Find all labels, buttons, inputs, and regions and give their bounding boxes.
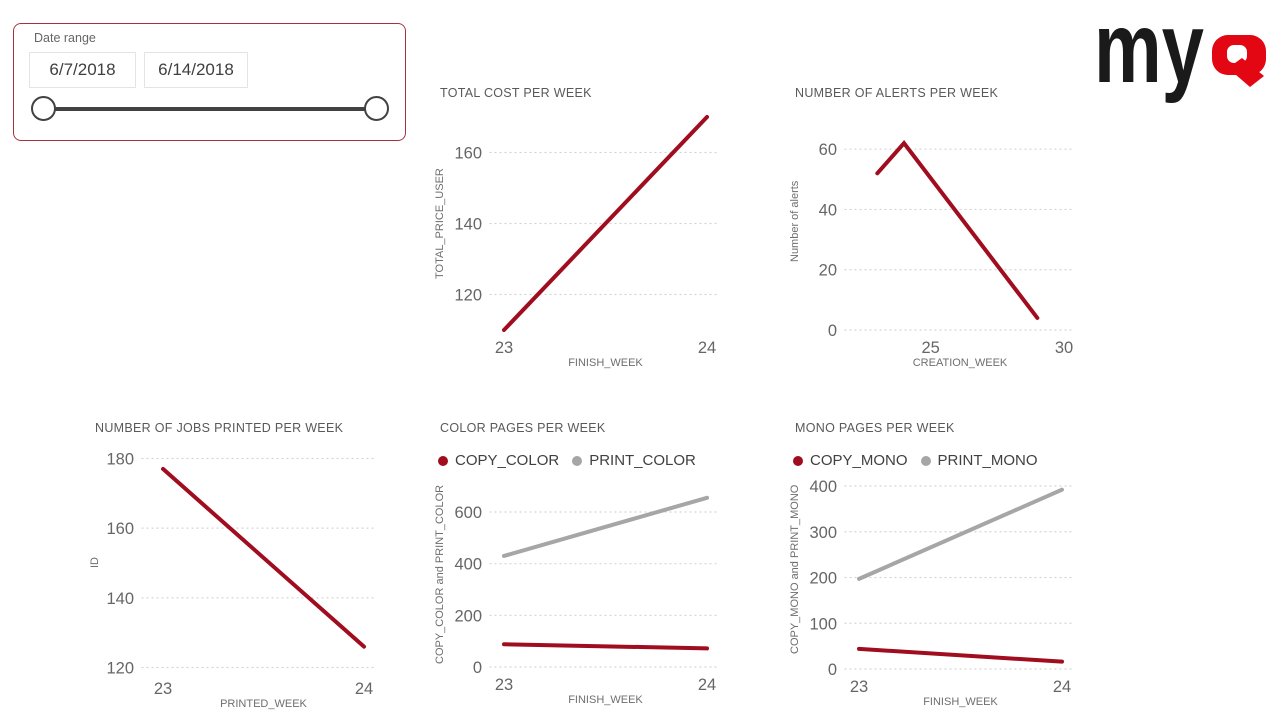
date-range-slider-track[interactable] — [44, 107, 377, 111]
y-tick-label: 0 — [828, 322, 837, 340]
y-tick-label: 600 — [454, 504, 482, 522]
chart-plot[interactable]: 120 140 160 180 23 24 — [85, 415, 385, 715]
x-axis-title: PRINTED_WEEK — [220, 698, 307, 710]
chart-jobs-printed[interactable]: NUMBER OF JOBS PRINTED PER WEEK ID 120 14… — [85, 415, 385, 715]
date-range-label: Date range — [34, 31, 96, 45]
x-axis-title: FINISH_WEEK — [568, 694, 643, 706]
legend-label: COPY_COLOR — [455, 452, 560, 469]
legend-item-copy-color[interactable]: COPY_COLOR — [438, 452, 559, 469]
chart-title: MONO PAGES PER WEEK — [795, 421, 955, 435]
legend-dot-icon — [793, 455, 803, 466]
series-line-PRINT_MONO[interactable] — [857, 487, 1064, 581]
chart-title: TOTAL COST PER WEEK — [440, 86, 592, 100]
legend-label: PRINT_COLOR — [589, 452, 696, 469]
x-axis-title: FINISH_WEEK — [568, 357, 643, 369]
logo-text-my: my — [1094, 0, 1204, 104]
chart-plot[interactable]: 0 20 40 60 25 30 — [785, 80, 1085, 380]
x-axis-title: FINISH_WEEK — [923, 696, 998, 708]
chart-title: NUMBER OF JOBS PRINTED PER WEEK — [95, 421, 344, 435]
x-tick-label: 24 — [698, 676, 716, 694]
legend-item-print-color[interactable]: PRINT_COLOR — [572, 452, 696, 469]
x-tick-label: 24 — [355, 680, 373, 698]
chart-legend: COPY_COLOR PRINT_COLOR — [438, 452, 696, 469]
date-range-slider-handle-start[interactable] — [31, 96, 56, 121]
legend-dot-icon — [572, 455, 583, 466]
x-tick-label: 23 — [495, 676, 513, 694]
x-tick-label: 25 — [921, 339, 939, 357]
y-tick-label: 0 — [828, 661, 837, 679]
y-tick-label: 60 — [819, 141, 837, 159]
series-line-PRINT_COLOR[interactable] — [502, 495, 709, 558]
start-date-input[interactable] — [29, 52, 136, 88]
date-range-slider-handle-end[interactable] — [364, 96, 389, 121]
chart-color-pages[interactable]: COLOR PAGES PER WEEK COPY_COLOR PRINT_CO… — [430, 415, 730, 715]
legend-item-print-mono[interactable]: PRINT_MONO — [920, 452, 1038, 469]
x-tick-label: 30 — [1055, 339, 1073, 357]
chart-alerts[interactable]: NUMBER OF ALERTS PER WEEK Number of aler… — [785, 80, 1085, 380]
legend-label: COPY_MONO — [810, 452, 908, 469]
chart-total-cost[interactable]: TOTAL COST PER WEEK TOTAL_PRICE_USER 120… — [430, 80, 730, 380]
y-tick-label: 100 — [809, 615, 837, 633]
y-tick-label: 200 — [809, 570, 837, 588]
chart-title: COLOR PAGES PER WEEK — [440, 421, 606, 435]
y-tick-label: 140 — [106, 590, 134, 608]
chart-plot[interactable]: 0 200 400 600 23 24 — [430, 415, 730, 715]
x-tick-label: 23 — [154, 680, 172, 698]
myq-logo: my — [1094, 0, 1266, 104]
y-tick-label: 300 — [809, 524, 837, 542]
legend-label: PRINT_MONO — [937, 452, 1038, 469]
chart-plot[interactable]: 0 100 200 300 400 23 24 — [785, 415, 1085, 715]
legend-dot-icon — [920, 455, 931, 466]
chart-plot[interactable]: 120 140 160 23 24 — [430, 80, 730, 380]
legend-item-copy-mono[interactable]: COPY_MONO — [793, 452, 908, 469]
y-tick-label: 120 — [454, 287, 482, 305]
y-tick-label: 400 — [809, 478, 837, 496]
series-line-COPY_COLOR[interactable] — [502, 642, 709, 651]
x-tick-label: 23 — [495, 339, 513, 357]
series-line-COPY_MONO[interactable] — [857, 646, 1064, 664]
y-tick-label: 140 — [454, 216, 482, 234]
y-tick-label: 180 — [106, 450, 134, 468]
chart-title: NUMBER OF ALERTS PER WEEK — [795, 86, 999, 100]
series-line-TOTAL_PRICE_USER[interactable] — [502, 115, 709, 332]
y-tick-label: 160 — [454, 145, 482, 163]
y-tick-label: 20 — [819, 262, 837, 280]
y-tick-label: 160 — [106, 520, 134, 538]
x-tick-label: 24 — [1053, 678, 1071, 696]
end-date-input[interactable] — [144, 52, 248, 88]
x-axis-title: CREATION_WEEK — [912, 357, 1008, 369]
series-line-ID[interactable] — [161, 466, 366, 649]
y-tick-label: 120 — [106, 660, 134, 678]
y-tick-label: 0 — [473, 659, 482, 677]
y-tick-label: 200 — [454, 607, 482, 625]
x-tick-label: 24 — [698, 339, 716, 357]
y-tick-label: 40 — [819, 201, 837, 219]
legend-dot-icon — [438, 455, 448, 466]
chart-mono-pages[interactable]: MONO PAGES PER WEEK COPY_MONO PRINT_MONO… — [785, 415, 1085, 715]
chart-legend: COPY_MONO PRINT_MONO — [793, 452, 1038, 469]
y-tick-label: 400 — [454, 556, 482, 574]
logo-q-ring — [1212, 35, 1266, 75]
x-tick-label: 23 — [850, 678, 868, 696]
series-line-Number of alerts[interactable] — [875, 139, 1040, 320]
date-range-slicer: Date range — [13, 23, 406, 141]
